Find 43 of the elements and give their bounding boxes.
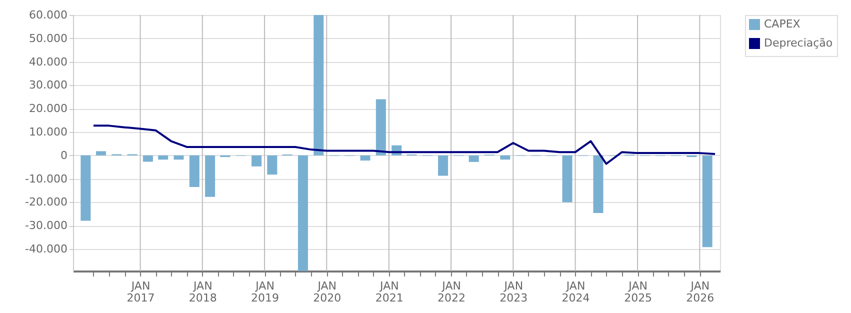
legend-label: CAPEX: [764, 18, 801, 30]
bar: [142, 155, 153, 162]
y-tick-label: 10.000: [29, 126, 68, 138]
bar: [80, 155, 91, 221]
bar: [298, 155, 308, 271]
legend-label: Depreciação: [764, 36, 833, 50]
y-tick-label: -20.000: [25, 196, 68, 209]
y-tick-label: -10.000: [25, 172, 68, 186]
bar: [438, 155, 448, 176]
bar: [205, 155, 216, 197]
bar: [174, 155, 184, 160]
x-tick-label: JAN 2024: [562, 280, 590, 304]
x-tick-label: JAN 2018: [188, 280, 217, 304]
line-series: [92, 124, 716, 165]
y-tick-label: 30.000: [29, 78, 68, 92]
x-tick-label: JAN 2020: [313, 280, 342, 304]
x-tick-label: JAN 2025: [624, 280, 652, 304]
y-tick-label: 20.000: [29, 102, 68, 116]
bar: [702, 155, 712, 248]
bar: [252, 155, 262, 166]
x-tick-label: JAN 2023: [500, 280, 528, 304]
y-tick-label: 40.000: [29, 55, 68, 68]
x-tick-label: JAN 2019: [251, 280, 280, 304]
bar: [500, 155, 510, 160]
bar: [562, 155, 572, 202]
bar: [593, 155, 604, 213]
y-tick-label: 0: [60, 148, 68, 162]
bar: [468, 155, 479, 162]
bar: [267, 155, 278, 175]
y-tick-label: 50.000: [29, 32, 68, 45]
x-tick-label: JAN 2021: [375, 280, 404, 304]
x-tick-label: JAN 2026: [686, 280, 714, 304]
bar: [314, 15, 324, 156]
bar: [189, 155, 200, 187]
y-tick-label: 60.000: [29, 8, 68, 22]
bar: [96, 151, 106, 156]
x-tick-label: JAN 2017: [126, 280, 155, 304]
bar: [376, 99, 386, 156]
bar: [360, 155, 370, 161]
x-tick-label: JAN 2022: [438, 280, 466, 304]
y-tick-label: -40.000: [25, 242, 68, 256]
bar: [158, 155, 168, 160]
y-tick-label: -30.000: [25, 219, 68, 232]
